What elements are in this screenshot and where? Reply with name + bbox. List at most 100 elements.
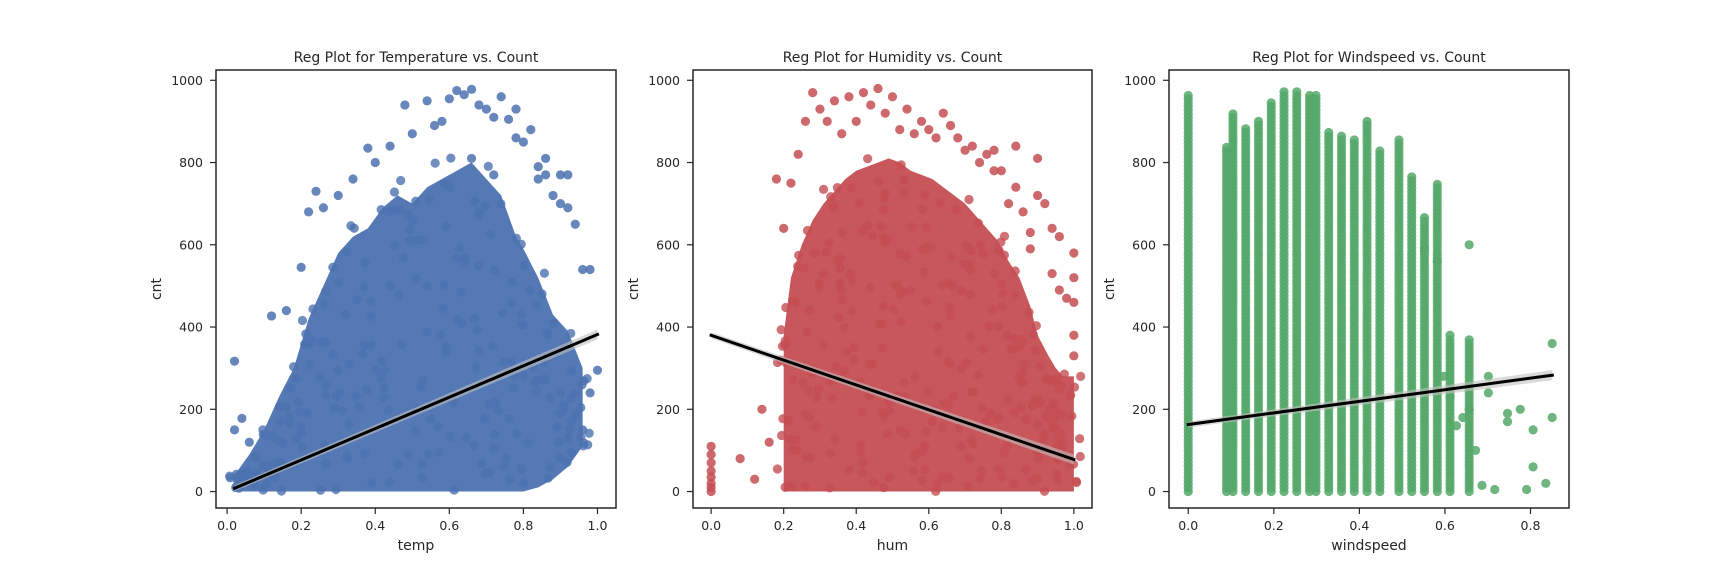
humidity-scatter-point <box>996 237 1006 247</box>
humidity-scatter-point <box>831 361 841 372</box>
temperature-scatter-point <box>321 390 331 400</box>
temperature-scatter-point <box>457 318 467 328</box>
temperature-scatter-point <box>281 403 292 413</box>
temperature-scatter-point <box>474 100 484 110</box>
humidity-scatter-point <box>836 284 846 295</box>
humidity-scatter-point <box>884 472 894 483</box>
windspeed-scatter-point <box>1439 371 1449 381</box>
humidity-scatter-point <box>787 481 797 491</box>
temperature-scatter-point <box>321 458 331 468</box>
temperature-scatter-point <box>400 100 410 110</box>
humidity-scatter-point <box>921 426 932 436</box>
temperature-scatter-point <box>498 462 509 472</box>
humidity-scatter-point <box>735 454 745 464</box>
temperature-scatter-point <box>552 422 562 432</box>
humidity-scatter-point <box>1056 410 1067 420</box>
humidity-scatter-point <box>1030 345 1040 355</box>
temperature-scatter-point <box>592 365 603 375</box>
humidity-scatter-point <box>1025 244 1035 254</box>
windspeed-scatter-point <box>1419 244 1430 254</box>
temperature-scatter-point <box>316 337 326 347</box>
humidity-scatter-point <box>873 176 883 186</box>
temperature-scatter-point <box>489 265 500 275</box>
humidity-scatter-point <box>892 281 902 291</box>
temperature-scatter-point <box>405 225 415 235</box>
temperature-scatter-point <box>307 335 317 345</box>
humidity-scatter-point <box>898 377 909 388</box>
windspeed-scatter-point <box>1445 392 1455 402</box>
windspeed-scatter-point <box>1407 172 1417 182</box>
temperature-scatter-point <box>518 137 529 147</box>
temperature-scatter-point <box>566 328 576 339</box>
humidity-scatter-point <box>879 483 889 493</box>
humidity-scatter-point <box>985 409 996 419</box>
temperature-scatter-point <box>530 378 541 388</box>
temperature-scatter-point <box>558 405 569 415</box>
humidity-scatter-point <box>945 310 956 321</box>
windspeed-scatter-point <box>1464 335 1474 345</box>
temperature-scatter-point <box>585 264 595 275</box>
temperature-scatter-point <box>504 414 514 424</box>
humidity-scatter-point <box>978 344 989 354</box>
temperature-scatter-point <box>505 474 515 485</box>
temperature-scatter-point <box>426 414 436 424</box>
temperature-x-tick-label: 1.0 <box>588 518 608 533</box>
temperature-scatter-point <box>352 294 362 305</box>
windspeed-scatter-point <box>1394 135 1404 145</box>
humidity-scatter-point <box>889 305 899 315</box>
humidity-scatter-point <box>896 160 906 170</box>
temperature-scatter-point <box>578 425 588 435</box>
humidity-scatter-point <box>1032 474 1042 484</box>
temperature-scatter-point <box>377 356 387 366</box>
humidity-scatter-point <box>999 448 1009 458</box>
humidity-scatter-point <box>1067 411 1077 421</box>
humidity-scatter-point <box>840 322 850 333</box>
temperature-scatter-point <box>331 484 341 495</box>
temperature-y-tick-label: 400 <box>179 320 203 335</box>
temperature-scatter-point <box>342 453 353 463</box>
temperature-scatter-point <box>540 374 550 384</box>
temperature-scatter-point <box>532 300 542 310</box>
temperature-scatter-point <box>466 84 477 94</box>
temperature-scatter-point <box>434 448 444 458</box>
humidity-x-tick-label: 0.4 <box>846 518 866 533</box>
temperature-scatter-point <box>479 413 490 424</box>
humidity-scatter-point <box>878 205 888 215</box>
humidity-scatter-point <box>1075 434 1085 444</box>
humidity-scatter-point <box>800 116 811 127</box>
temperature-scatter-point <box>297 442 308 452</box>
temperature-scatter-point <box>543 473 553 483</box>
windspeed-scatter-point <box>1336 131 1347 141</box>
temperature-scatter-point <box>525 285 535 295</box>
temperature-y-tick-label: 600 <box>179 237 203 252</box>
temperature-scatter-point <box>371 365 381 375</box>
humidity-scatter-point <box>776 325 786 335</box>
humidity-scatter-point <box>1054 285 1064 295</box>
humidity-scatter-point <box>884 405 895 415</box>
temperature-scatter-point <box>480 201 490 211</box>
temperature-scatter-point <box>296 427 306 438</box>
temperature-scatter-point <box>576 432 586 442</box>
humidity-scatter-point <box>917 476 927 486</box>
windspeed-y-tick-label: 1000 <box>1124 73 1156 88</box>
humidity-scatter-point <box>919 267 929 277</box>
humidity-scatter-point <box>961 358 971 368</box>
humidity-scatter-point <box>910 371 920 381</box>
humidity-scatter-point <box>994 465 1004 475</box>
humidity-scatter-point <box>1025 227 1035 238</box>
temperature-scatter-point <box>284 412 294 422</box>
temperature-scatter-point <box>379 392 389 403</box>
humidity-y-tick-label: 600 <box>656 237 680 252</box>
humidity-scatter-point <box>791 435 801 445</box>
temperature-scatter-point <box>555 170 566 180</box>
humidity-scatter-point <box>1071 477 1082 488</box>
temperature-x-tick-label: 0.0 <box>217 518 237 533</box>
windspeed-scatter-point <box>1311 90 1321 101</box>
windspeed-scatter-point <box>1528 462 1538 472</box>
temperature-scatter-point <box>543 329 553 340</box>
temperature-scatter-point <box>515 463 526 473</box>
humidity-scatter-point <box>931 133 941 143</box>
temperature-scatter-point <box>407 129 417 139</box>
humidity-scatter-point <box>772 464 783 474</box>
windspeed-scatter-point <box>1228 109 1238 119</box>
